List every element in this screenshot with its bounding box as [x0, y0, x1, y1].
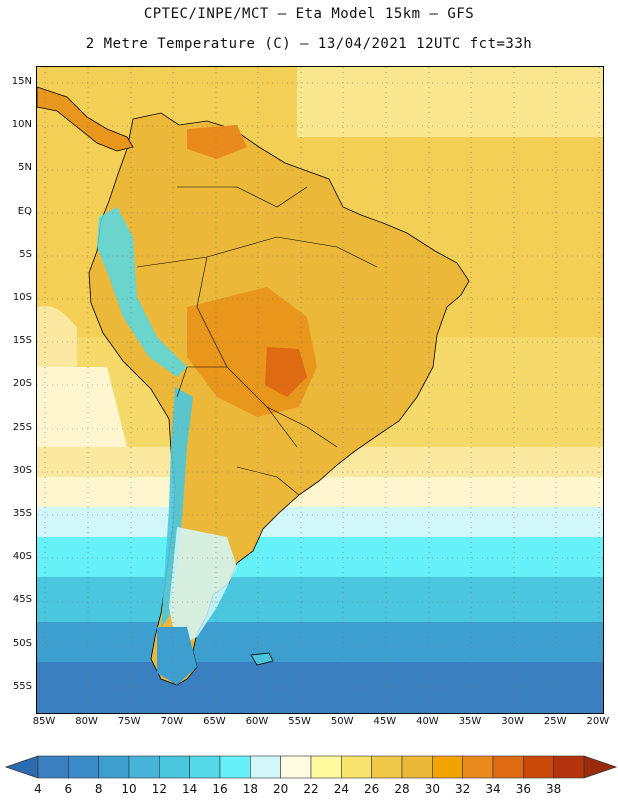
- colorbar-low-arrow: [4, 755, 39, 779]
- map-canvas: [37, 67, 603, 713]
- pacific-cool-patch2: [37, 367, 127, 447]
- lon-label: 85W: [32, 716, 56, 727]
- colorbar-cells: [37, 755, 585, 779]
- border-line: [236, 466, 300, 496]
- colorbar-tick-label: 14: [182, 782, 198, 796]
- colorbar-cell: [159, 755, 190, 779]
- chart-title-line1: CPTEC/INPE/MCT – Eta Model 15km – GFS: [143, 6, 475, 22]
- tierra-del-fuego-cold: [157, 627, 197, 685]
- lon-label: 45W: [373, 716, 397, 727]
- polar-band: [37, 662, 603, 713]
- colorbar-tick-label: 20: [273, 782, 289, 796]
- border-line: [177, 186, 308, 208]
- lat-label: 20S: [12, 378, 32, 390]
- colorbar-tick-label: 16: [212, 782, 228, 796]
- very-cold-band: [37, 622, 603, 662]
- colorbar-tick-label: 38: [546, 782, 562, 796]
- colorbar-tick-label: 8: [94, 782, 103, 796]
- colorbar-tick-label: 22: [303, 782, 319, 796]
- lon-label: 80W: [75, 716, 98, 727]
- colorbar-cell: [371, 755, 403, 779]
- patagonia-cool: [169, 527, 237, 647]
- cool-band: [37, 507, 603, 537]
- lon-label: 55W: [288, 716, 311, 727]
- temperature-map: [36, 66, 604, 714]
- colorbar-cell: [401, 755, 433, 779]
- chart-title-line2: 2 Metre Temperature (C) – 13/04/2021 12U…: [85, 36, 533, 52]
- colorbar-cell: [432, 755, 463, 779]
- lat-label: 35S: [12, 508, 32, 519]
- colorbar-cell: [492, 755, 524, 779]
- lat-label: 10N: [11, 119, 32, 131]
- colorbar-tick-label: 12: [151, 782, 167, 796]
- lat-label: 45S: [12, 594, 32, 606]
- border-line: [266, 406, 338, 448]
- colorbar-cell: [37, 755, 69, 779]
- lat-label: 30S: [12, 464, 32, 476]
- cool-mild-band: [37, 477, 603, 507]
- andes-north-cold: [97, 207, 187, 377]
- colorbar-tick-label: 34: [485, 782, 501, 796]
- colorbar-cell: [219, 755, 251, 779]
- lat-label: EQ: [17, 205, 32, 217]
- lat-label: 15S: [12, 335, 32, 347]
- colorbar-tick-label: 18: [242, 782, 258, 796]
- colorbar-cell: [128, 755, 160, 779]
- lon-label: 70W: [160, 716, 184, 727]
- falkland-islands: [250, 652, 274, 666]
- colorbar-high-arrow: [583, 755, 618, 779]
- colorbar-tick-label: 26: [364, 782, 380, 796]
- colorbar-cell: [462, 755, 494, 779]
- lon-label: 75W: [117, 716, 141, 727]
- lat-label: 15N: [11, 76, 32, 87]
- colorbar-cell: [280, 755, 312, 779]
- colder-band: [37, 577, 603, 622]
- lon-label: 30W: [501, 716, 524, 727]
- colorbar-tick-label: 32: [455, 782, 471, 796]
- colorbar-cell: [250, 755, 281, 779]
- colorbar-tick-label: 4: [34, 782, 42, 796]
- lon-label: 60W: [245, 716, 269, 727]
- country-borders: [136, 186, 378, 496]
- lat-label: 10S: [12, 292, 32, 303]
- lat-label: 55S: [12, 680, 32, 692]
- colorbar-tick-label: 30: [424, 782, 440, 796]
- colorbar-cell: [189, 755, 221, 779]
- colorbar-tick-label: 36: [515, 782, 531, 796]
- colorbar-tick-label: 24: [333, 782, 349, 796]
- lat-label: 50S: [12, 637, 32, 649]
- colorbar-cell: [68, 755, 99, 779]
- colorbar-cell: [341, 755, 372, 779]
- lat-label: 25S: [12, 421, 32, 433]
- colorbar-cell: [523, 755, 554, 779]
- border-line: [136, 236, 378, 268]
- colorbar-cell: [98, 755, 130, 779]
- colorbar-cell: [310, 755, 342, 779]
- lat-label: 5N: [18, 162, 32, 174]
- lon-label: 65W: [203, 716, 226, 727]
- pacific-cool-patch: [37, 306, 77, 367]
- lat-label: 5S: [19, 248, 32, 260]
- north-hot-zone: [187, 125, 247, 159]
- central-america: [37, 86, 134, 152]
- lon-label: 20W: [586, 716, 610, 727]
- colorbar-cell: [553, 755, 585, 779]
- andes-south-cold: [161, 387, 193, 627]
- colorbar-tick-label: 6: [64, 782, 73, 796]
- caribbean-band: [297, 67, 603, 137]
- lon-label: 35W: [458, 716, 482, 727]
- lon-label: 25W: [543, 716, 567, 727]
- cold-band: [37, 537, 603, 577]
- lat-label: 40S: [12, 551, 32, 563]
- colorbar-tick-label: 28: [394, 782, 410, 796]
- lon-label: 50W: [330, 716, 354, 727]
- colorbar: [4, 755, 618, 779]
- hottest-zone: [265, 347, 307, 397]
- border-line: [176, 366, 227, 398]
- colorbar-tick-label: 10: [121, 782, 137, 796]
- lon-label: 40W: [416, 716, 439, 727]
